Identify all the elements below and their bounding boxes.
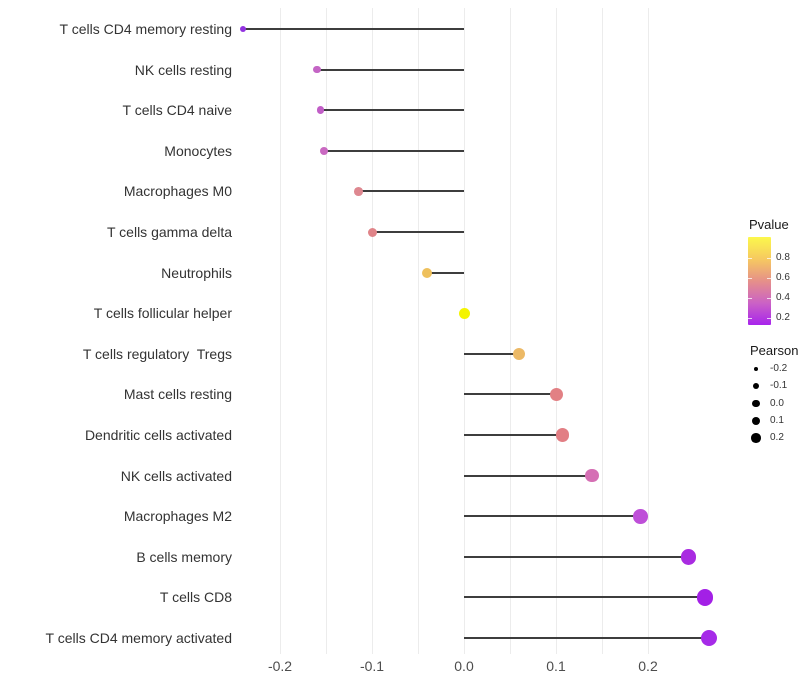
pearson-legend-label: -0.1	[770, 380, 788, 392]
data-point	[700, 629, 717, 647]
x-gridline	[371, 8, 373, 654]
data-point	[458, 307, 470, 319]
x-gridline	[647, 8, 649, 654]
x-tick-label: 0.0	[454, 658, 474, 674]
pvalue-colorbar	[748, 237, 771, 325]
lollipop-stem	[372, 231, 464, 233]
pvalue-colorbar-tick	[767, 297, 771, 299]
x-tick-label: 0.2	[638, 658, 658, 674]
y-axis-label: NK cells resting	[134, 61, 232, 78]
pearson-legend-dot	[752, 399, 760, 408]
pvalue-tick-label: 0.2	[776, 311, 790, 323]
y-axis-label: Monocytes	[164, 142, 232, 159]
pvalue-colorbar-tick	[748, 278, 752, 280]
x-gridline	[279, 8, 281, 654]
data-point	[320, 146, 329, 155]
y-axis-label: T cells follicular helper	[93, 305, 232, 322]
y-axis-label: Macrophages M2	[123, 508, 232, 525]
pearson-legend-dot	[751, 416, 761, 426]
lollipop-stem	[464, 596, 706, 599]
data-point	[696, 589, 714, 606]
lollipop-stem	[464, 434, 563, 436]
pearson-legend-label: 0.0	[770, 397, 784, 409]
lollipop-stem	[464, 393, 557, 396]
y-axis-label: T cells CD4 memory resting	[59, 21, 232, 37]
y-axis-label: T cells regulatory Tregs	[82, 345, 232, 362]
pearson-legend-title: Pearson	[750, 343, 799, 358]
pearson-legend-dot	[753, 366, 759, 372]
x-tick-label: 0.1	[546, 658, 566, 674]
pvalue-colorbar-tick	[767, 317, 771, 319]
data-point	[240, 25, 247, 33]
y-axis-label: T cells gamma delta	[106, 224, 232, 240]
lollipop-stem	[320, 109, 464, 112]
data-point	[550, 387, 564, 401]
y-axis-label: T cells CD4 naive	[122, 102, 232, 119]
pvalue-legend-title: Pvalue	[749, 217, 789, 232]
lollipop-stem	[427, 271, 464, 274]
lollipop-stem	[464, 352, 520, 355]
data-point	[633, 508, 649, 524]
y-axis-label: Macrophages M0	[123, 183, 232, 200]
y-axis-label: Mast cells resting	[123, 386, 232, 403]
x-gridline	[509, 8, 511, 654]
pearson-legend-label: 0.2	[770, 432, 784, 444]
pearson-legend-label: 0.1	[770, 414, 784, 426]
data-point	[513, 347, 526, 360]
y-axis-label: T cells CD8	[159, 589, 232, 606]
pvalue-colorbar-tick	[748, 317, 752, 319]
pvalue-colorbar-tick	[748, 258, 752, 260]
pvalue-colorbar-tick	[767, 278, 771, 280]
y-axis-label: NK cells activated	[120, 467, 232, 484]
pvalue-colorbar-tick	[748, 297, 752, 299]
x-gridline	[463, 8, 465, 654]
x-gridline	[555, 8, 557, 654]
lollipop-stem	[464, 555, 689, 558]
pvalue-tick-label: 0.4	[776, 291, 790, 303]
lollipop-stem	[464, 637, 709, 639]
x-gridline	[601, 8, 603, 654]
data-point	[367, 227, 377, 237]
y-axis-label: Dendritic cells activated	[84, 427, 232, 443]
data-point	[555, 428, 569, 442]
y-axis-label: Neutrophils	[161, 264, 232, 281]
data-point	[353, 187, 363, 196]
lollipop-stem	[358, 190, 464, 193]
lollipop-stem	[464, 515, 641, 518]
lollipop-stem	[243, 28, 464, 30]
pearson-legend-dot	[751, 433, 761, 443]
x-gridline	[325, 8, 327, 654]
data-point	[316, 106, 325, 115]
x-tick-label: -0.2	[267, 658, 293, 674]
pvalue-tick-label: 0.6	[776, 272, 790, 284]
data-point	[312, 65, 321, 74]
x-tick-label: -0.1	[359, 658, 385, 674]
x-gridline	[417, 8, 419, 654]
pvalue-colorbar-tick	[767, 258, 771, 260]
pvalue-tick-label: 0.8	[776, 252, 790, 264]
pearson-legend-label: -0.2	[770, 363, 788, 374]
lollipop-stem	[324, 149, 464, 152]
lollipop-stem	[464, 474, 592, 477]
lollipop-stem	[316, 68, 464, 71]
data-point	[584, 468, 599, 483]
data-point	[422, 267, 433, 278]
pearson-legend-dot	[753, 383, 759, 390]
y-axis-label: T cells CD4 memory activated	[45, 630, 232, 646]
data-point	[680, 548, 697, 565]
y-axis-label: B cells memory	[136, 548, 232, 565]
